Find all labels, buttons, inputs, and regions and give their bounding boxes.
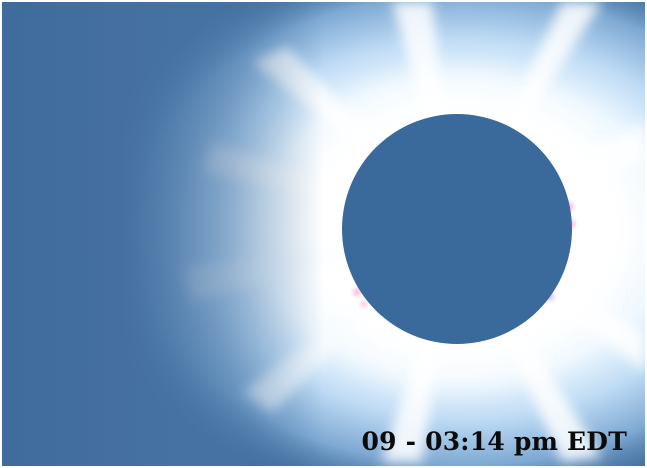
moon-disk [342,114,572,344]
timestamp-caption: 09 - 03:14 pm EDT [361,427,627,456]
